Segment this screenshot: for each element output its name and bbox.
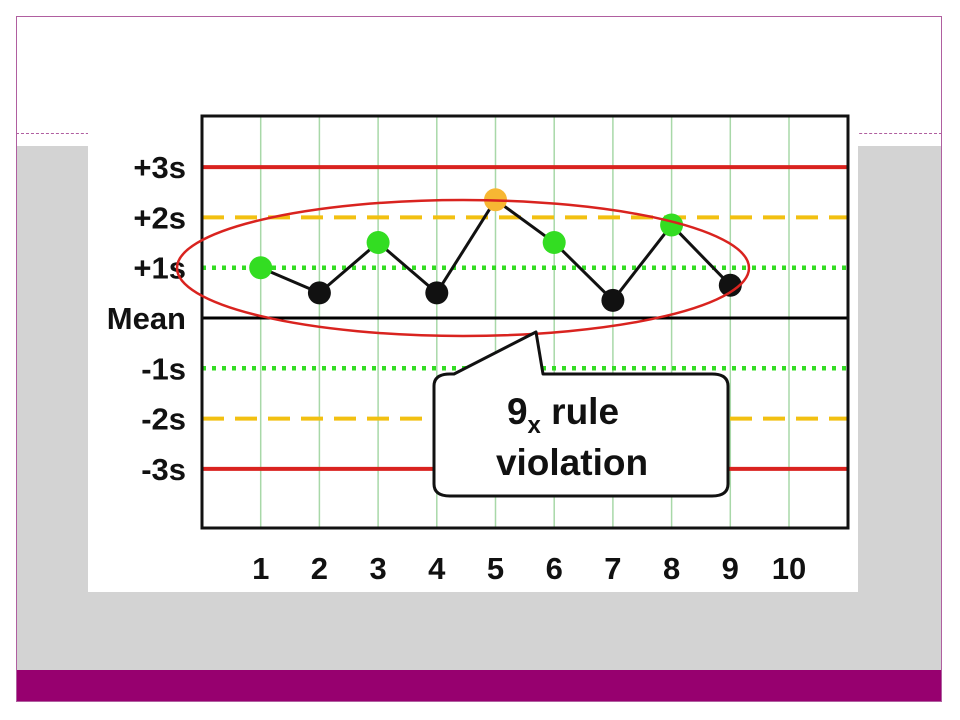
x-tick-label-7: 7 <box>604 551 621 586</box>
x-tick-labels: 1 2 3 4 5 6 7 8 9 10 <box>252 551 806 586</box>
x-tick-label-8: 8 <box>663 551 680 586</box>
callout-line-1: 9x rule <box>507 391 619 439</box>
plot-border <box>200 114 850 530</box>
x-tick-label-4: 4 <box>428 551 446 586</box>
data-point-4 <box>425 281 449 305</box>
rule-violation-callout: 9x rule violation <box>432 330 730 498</box>
data-point-1 <box>249 256 273 280</box>
x-tick-label-6: 6 <box>546 551 563 586</box>
series-segment-5 <box>494 198 556 244</box>
chart-panel: +3s +2s +1s Mean -1s -2s -3s 1 2 3 4 5 6 7 8 9 10 9x ru… <box>88 112 858 592</box>
series-segment-2 <box>318 241 380 294</box>
callout-subscript: x <box>528 412 542 439</box>
callout-main: 9 <box>507 391 528 432</box>
y-tick-label-0: +3s <box>133 150 186 185</box>
rule-highlight-ellipse <box>175 198 751 338</box>
data-point-2 <box>307 281 331 305</box>
callout-rule-word: rule <box>541 391 619 432</box>
y-tick-label-1: +2s <box>133 200 186 235</box>
x-tick-label-5: 5 <box>487 551 504 586</box>
y-tick-label-6: -3s <box>141 452 186 487</box>
footer-bar <box>17 670 941 701</box>
data-point-9 <box>718 273 742 297</box>
x-tick-label-10: 10 <box>772 551 806 586</box>
y-tick-label-5: -2s <box>141 402 186 437</box>
y-tick-label-3: Mean <box>107 301 186 336</box>
slide-frame <box>16 16 942 702</box>
series-segment-4 <box>435 198 497 294</box>
series-segment-3 <box>377 241 438 294</box>
x-tick-label-9: 9 <box>722 551 739 586</box>
data-point-8 <box>660 213 684 237</box>
series-segment-8 <box>670 223 732 287</box>
data-point-6 <box>542 231 566 255</box>
data-point-7 <box>601 288 625 312</box>
x-tick-label-3: 3 <box>369 551 386 586</box>
callout-bubble <box>432 330 730 498</box>
x-tick-label-2: 2 <box>311 551 328 586</box>
series-segment-7 <box>611 224 673 302</box>
callout-line-2: violation <box>496 442 648 483</box>
data-point-3 <box>366 231 390 255</box>
y-tick-label-4: -1s <box>141 351 186 386</box>
x-tick-label-1: 1 <box>252 551 269 586</box>
series-segment-6 <box>553 241 614 302</box>
